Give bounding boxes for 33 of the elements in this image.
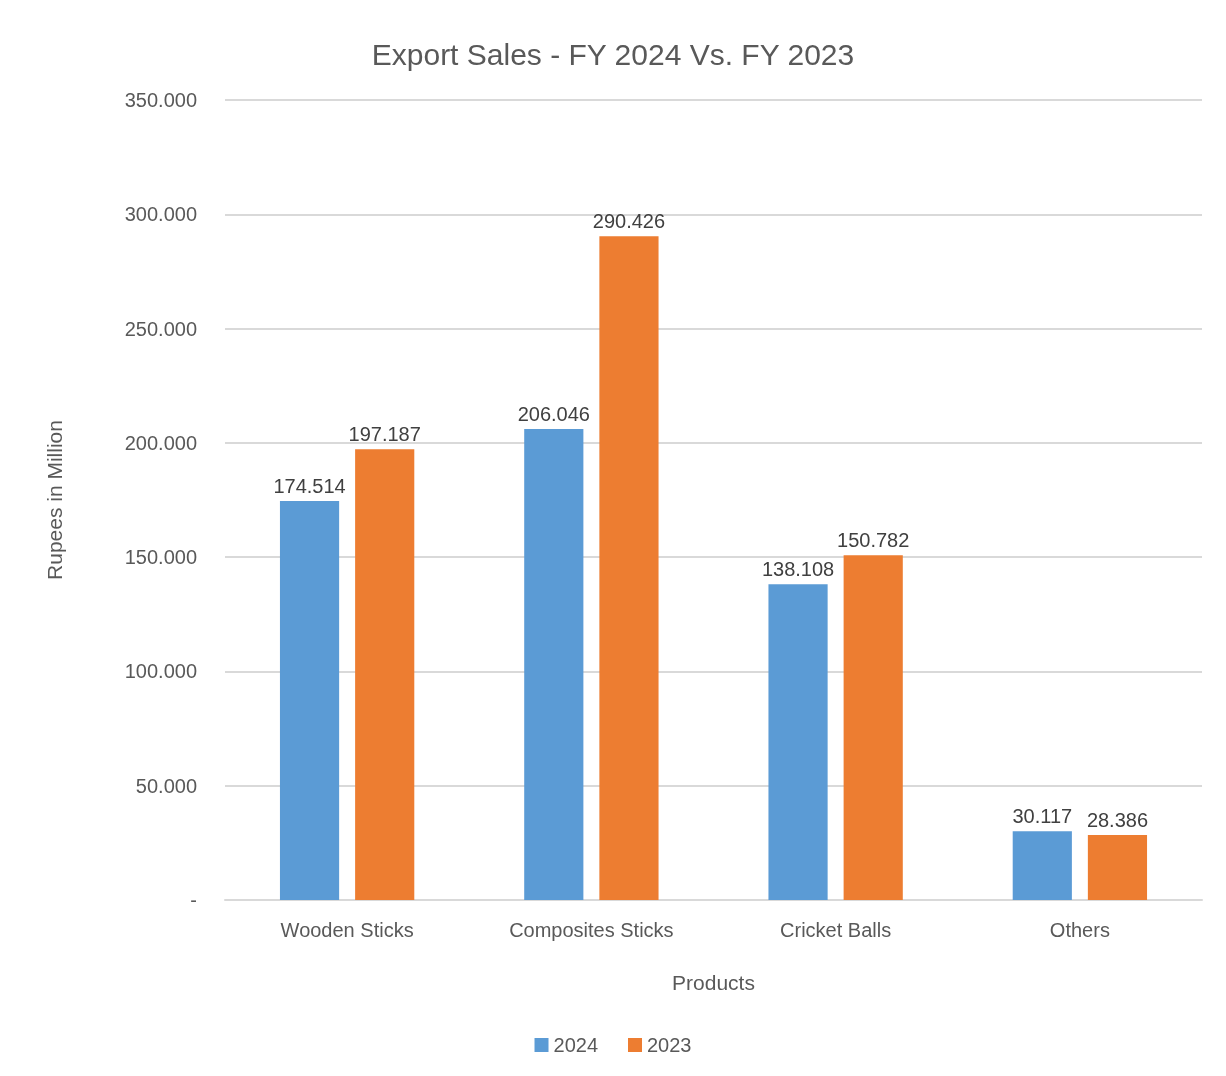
data-label: 30.117 xyxy=(1012,805,1073,828)
data-label: 138.108 xyxy=(761,558,835,581)
bar xyxy=(1087,835,1148,900)
y-tick-label: 200.000 xyxy=(124,431,197,454)
y-tick-label: - xyxy=(190,889,197,911)
data-label: 174.514 xyxy=(273,475,346,498)
bar xyxy=(843,555,903,900)
legend-label: 2023 xyxy=(647,1034,692,1056)
x-axis-title: Products xyxy=(672,971,755,994)
y-tick-label: 250.000 xyxy=(124,317,197,340)
chart-title: Export Sales - FY 2024 Vs. FY 2023 xyxy=(371,37,855,71)
x-tick-label: Wooden Sticks xyxy=(280,919,414,941)
data-label: 150.782 xyxy=(837,529,910,552)
bar xyxy=(279,501,340,900)
y-tick-label: 100.000 xyxy=(124,660,197,683)
bar xyxy=(355,449,415,900)
y-tick-label: 300.000 xyxy=(124,203,197,226)
bar xyxy=(599,236,659,900)
y-tick-label: 350.000 xyxy=(124,89,197,111)
y-axis-title: Rupees in Million xyxy=(43,420,66,580)
y-tick-label: 50.000 xyxy=(135,774,197,797)
bar xyxy=(768,584,828,900)
bar xyxy=(524,429,584,900)
x-tick-label: Composites Sticks xyxy=(509,919,674,941)
data-label: 206.046 xyxy=(517,403,590,426)
x-tick-label: Others xyxy=(1049,919,1110,941)
legend-label: 2024 xyxy=(553,1034,599,1056)
y-tick-label: 150.000 xyxy=(124,546,197,569)
bar xyxy=(1012,831,1072,900)
data-label: 28.386 xyxy=(1086,809,1149,832)
data-label: 290.426 xyxy=(592,210,666,233)
data-label: 197.187 xyxy=(348,423,421,446)
x-tick-label: Cricket Balls xyxy=(780,919,892,941)
